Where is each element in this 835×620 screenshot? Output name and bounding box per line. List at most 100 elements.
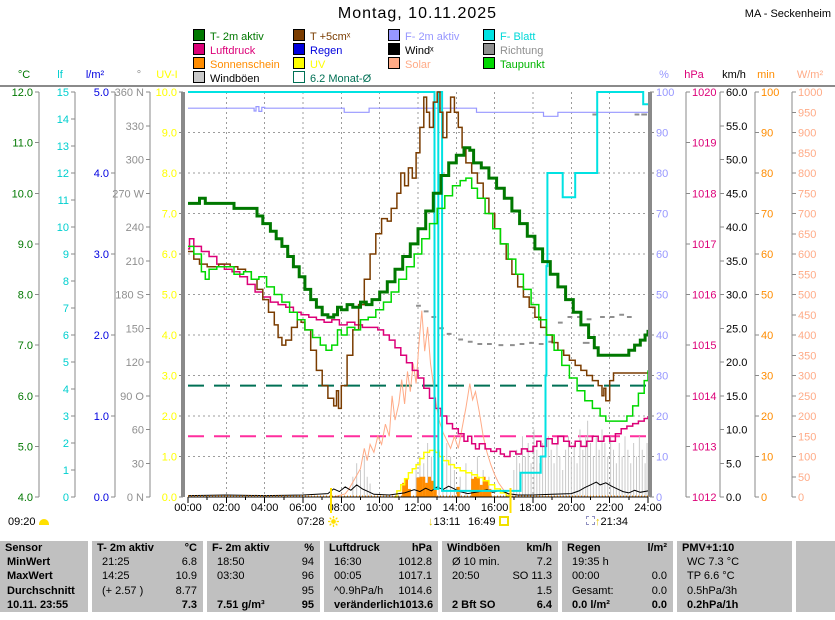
cell-label: 0.5hPa/3h (687, 584, 738, 597)
legend-item: T +5cmˣ (293, 29, 351, 43)
svg-text:1014: 1014 (692, 391, 716, 403)
svg-text:60.0: 60.0 (726, 87, 747, 99)
x-tick-label: 02:00 (213, 502, 241, 514)
x-tick-label: 24:00 (634, 502, 662, 514)
svg-text:350: 350 (798, 350, 816, 362)
cell-value: 1012.8 (398, 556, 432, 569)
legend-swatch-icon (293, 57, 305, 69)
x-tick-label: 14:00 (443, 502, 471, 514)
stats-table: Sensor MinWert MaxWert Durchschnitt 10.11. 2… (0, 541, 835, 612)
axis-hPa: hPa 1020 1019 1018 1017 1016 1015 1014 1013 1012 (684, 69, 716, 504)
series-t-2m-aktiv (188, 146, 650, 357)
table-row: 20:50 SO 11.3 (442, 569, 558, 583)
cell-label: 00:00 (572, 570, 600, 583)
cell-label: Windböen (447, 542, 501, 554)
svg-text:210: 210 (126, 256, 144, 268)
cell-label: ^0.9hPa/h (334, 584, 384, 597)
axis-W/m²: W/m²100095090085080075070065060055050045… (791, 69, 824, 504)
svg-text:70: 70 (656, 209, 668, 221)
table-row: 7.51 g/m³ 95 (207, 598, 320, 612)
svg-text:900: 900 (798, 128, 816, 140)
legend-swatch-icon (293, 43, 305, 55)
table-row: 10.11. 23:55 (0, 598, 88, 612)
legend-item: Windböen (193, 71, 260, 85)
svg-text:30.0: 30.0 (726, 290, 747, 302)
svg-text:6: 6 (63, 330, 69, 342)
table-col-2: F- 2m aktiv% 18:50 94 03:30 96 95 7.51 g/m³ 95 (207, 541, 320, 612)
table-row: T- 2m aktiv °C (92, 541, 203, 555)
cell-label: F- 2m aktiv (212, 542, 270, 554)
cell-label: 21:25 (102, 556, 130, 569)
svg-text:150: 150 (126, 323, 144, 335)
legend-label: T +5cmˣ (310, 31, 351, 43)
legend-label: Windˣ (405, 45, 434, 57)
svg-text:1000: 1000 (798, 87, 822, 99)
weather-chart: °C12.011.010.09.08.07.06.05.04.0lf151413… (12, 69, 824, 514)
svg-text:3: 3 (63, 411, 69, 423)
marker-time: 09:20 (8, 516, 36, 528)
table-row: (+ 2.57 ) 8.77 (92, 584, 203, 598)
moonrise-box-icon (586, 516, 595, 525)
cell-value (786, 569, 792, 583)
axis-°C: °C 12.0 11.0 10.0 9.0 8.0 7.0 6.0 5.0 4.0 (12, 69, 40, 504)
svg-text:120: 120 (126, 357, 144, 369)
table-row: MinWert (0, 555, 88, 569)
cell-label: 0.0 l/m² (572, 598, 610, 611)
x-tick-label: 04:00 (251, 502, 279, 514)
legend-label: Regen (310, 45, 343, 57)
svg-text:1012: 1012 (692, 492, 716, 504)
svg-text:6.0: 6.0 (162, 249, 177, 261)
axis-unit-label: W/m² (797, 69, 824, 81)
svg-text:90: 90 (761, 128, 773, 140)
svg-text:7.0: 7.0 (162, 209, 177, 221)
legend-item: Sonnenschein (193, 57, 280, 71)
svg-text:330: 330 (126, 121, 144, 133)
table-row: WC 7.3 °C (677, 555, 792, 569)
cell-value: 7.3 (181, 598, 197, 611)
svg-text:950: 950 (798, 107, 816, 119)
cell-label: Sensor (5, 542, 43, 554)
legend-item: Richtung (483, 43, 543, 57)
svg-text:90 O: 90 O (120, 391, 144, 403)
svg-text:10.0: 10.0 (12, 188, 33, 200)
svg-text:5.0: 5.0 (162, 290, 177, 302)
cell-label: T- 2m aktiv (97, 542, 154, 554)
svg-text:3.0: 3.0 (162, 371, 177, 383)
svg-text:7.0: 7.0 (18, 340, 33, 352)
svg-text:8: 8 (63, 276, 69, 288)
legend-label: UV (310, 59, 326, 71)
svg-text:4.0: 4.0 (162, 330, 177, 342)
table-col-6: PMV+1:10 WC 7.3 °C TP 6.6 °C 0.5hPa/3h 0.2hP… (677, 541, 792, 612)
svg-text:750: 750 (798, 188, 816, 200)
cell-label: (+ 2.57 ) (102, 584, 144, 597)
series-f-2m-aktiv (188, 106, 648, 117)
sun-icon (327, 516, 339, 528)
cell-label: 16:30 (334, 556, 362, 569)
cell-label: Gesamt: (572, 584, 614, 597)
cell-value: 95 (301, 598, 314, 611)
cell-value: 1.5 (536, 584, 552, 597)
cell-value (786, 541, 792, 555)
table-col-3: Luftdruck hPa 16:30 1012.8 00:05 1017.1 ^0.9hP… (324, 541, 438, 612)
marker-time: 13:11 (433, 516, 461, 528)
cell-value (82, 541, 88, 555)
svg-text:9.0: 9.0 (162, 128, 177, 140)
svg-text:1013: 1013 (692, 441, 716, 453)
page-title: Montag, 10.11.2025 (337, 5, 498, 22)
series-t-5cm (188, 91, 648, 410)
svg-text:500: 500 (798, 290, 816, 302)
cell-label: Regen (567, 542, 601, 554)
marker-time: 07:28 (297, 516, 325, 528)
axis-unit-label: l/m² (86, 69, 105, 81)
svg-text:10: 10 (57, 222, 69, 234)
legend-swatch-icon (388, 57, 400, 69)
svg-text:40: 40 (761, 330, 773, 342)
cell-label: WC 7.3 °C (687, 556, 740, 569)
svg-text:5.0: 5.0 (18, 441, 33, 453)
svg-text:100: 100 (798, 452, 816, 464)
cell-value: % (304, 542, 314, 554)
axis-unit-label: lf (57, 69, 63, 81)
cell-value: 10.9 (175, 570, 197, 583)
svg-text:11.0: 11.0 (12, 138, 33, 150)
legend-item: F- Blatt (483, 29, 535, 43)
